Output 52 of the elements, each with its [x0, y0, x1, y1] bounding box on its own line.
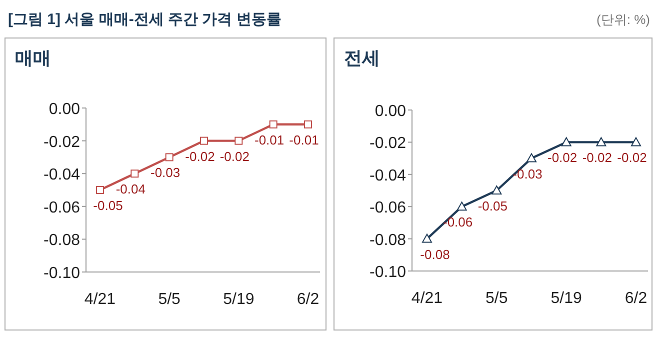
point	[304, 120, 312, 128]
y-tick-label: -0.06	[370, 200, 406, 217]
point	[631, 137, 641, 146]
data-label: -0.01	[289, 132, 319, 148]
x-tick-label: 5/19	[550, 290, 582, 307]
x-tick-label: 5/5	[158, 291, 181, 308]
point	[200, 136, 208, 145]
data-label: -0.06	[443, 214, 473, 230]
chart-title: [그림 1] 서울 매매-전세 주간 가격 변동률	[8, 11, 282, 28]
data-label: -0.02	[548, 150, 578, 166]
y-tick-label: -0.06	[44, 199, 80, 216]
data-label: -0.02	[185, 148, 215, 164]
y-tick-label: -0.08	[44, 232, 80, 250]
data-label: -0.03	[150, 165, 180, 180]
point	[456, 202, 467, 211]
point	[526, 153, 536, 162]
point	[492, 186, 502, 194]
data-label: -0.01	[254, 132, 284, 148]
point	[269, 120, 278, 128]
data-label: -0.08	[420, 246, 450, 262]
x-tick-label: 6/2	[296, 291, 320, 308]
x-tick-label: 5/19	[223, 291, 254, 308]
y-tick-label: -0.10	[44, 265, 80, 282]
data-label: -0.05	[93, 198, 123, 213]
x-tick-label: 6/2	[624, 290, 648, 307]
y-tick-label: -0.04	[44, 166, 80, 184]
y-tick-label: -0.04	[370, 167, 406, 184]
y-tick-label: -0.10	[370, 264, 406, 281]
y-tick-label: -0.02	[370, 135, 406, 152]
data-label: -0.04	[116, 182, 146, 197]
data-label: -0.02	[582, 150, 612, 166]
point	[96, 186, 104, 194]
data-label: -0.02	[617, 150, 647, 166]
x-tick-label: 5/5	[486, 290, 508, 307]
point	[422, 234, 432, 243]
y-tick-label: -0.08	[370, 232, 406, 249]
data-label: -0.02	[220, 148, 250, 164]
x-tick-label: 4/21	[411, 290, 443, 307]
point	[165, 153, 174, 162]
text: (단위: %)	[596, 12, 650, 27]
chart-subtitle: 전세	[344, 48, 380, 68]
point	[130, 170, 139, 178]
y-tick-label: 0.00	[374, 103, 406, 120]
point	[234, 136, 243, 145]
data-label: -0.05	[478, 198, 508, 214]
point	[596, 137, 606, 146]
chart-subtitle: 매매	[15, 48, 51, 68]
data-label: -0.03	[512, 166, 542, 182]
y-tick-label: 0.00	[48, 101, 80, 118]
y-tick-label: -0.02	[44, 134, 80, 151]
x-tick-label: 4/21	[84, 291, 116, 308]
point	[561, 137, 572, 146]
